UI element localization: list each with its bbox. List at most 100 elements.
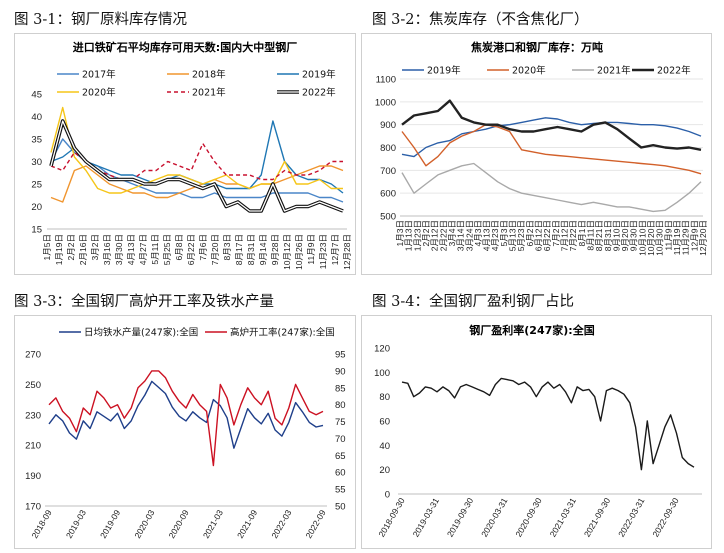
- x-tick-label-4: 2月12日: [430, 220, 440, 251]
- series-line-5-inner: [50, 120, 344, 212]
- legend-label-4: 2021年: [192, 87, 226, 99]
- x-tick-label-6: 3月30日: [114, 234, 124, 265]
- x-tick-label-25: 12月28日: [342, 234, 352, 270]
- legend-label-1: 高炉开工率(247家):全国: [230, 327, 335, 339]
- x-tick-label-1: 2019-03-31: [411, 496, 442, 539]
- x-tick-label-22: 8月11日: [586, 220, 596, 251]
- legend-label-1: 2018年: [192, 69, 226, 81]
- y-tick-label-3: 30: [31, 157, 42, 168]
- x-tick-label-8: 2022-09-30: [650, 496, 681, 539]
- x-tick-label-15: 8月3日: [222, 234, 232, 260]
- y-tick-label-1: 20: [379, 465, 390, 476]
- x-tick-label-6: 3月4日: [447, 220, 457, 246]
- y-tick-label-5: 100: [374, 368, 390, 379]
- legend-label-0: 2019年: [427, 65, 461, 77]
- y-tick-label-2: 700: [380, 166, 396, 177]
- y-tick-label-0: 500: [380, 212, 396, 223]
- x-tick-label-17: 6月22日: [542, 220, 552, 251]
- figure-title-3-4: 图 3-4：全国钢厂盈利钢厂占比: [372, 294, 574, 310]
- y2-tick-label-0: 50: [335, 502, 346, 513]
- y2-tick-label-2: 60: [335, 468, 346, 479]
- y-tick-label-3: 800: [380, 143, 396, 154]
- x-tick-label-19: 9月28日: [270, 234, 280, 265]
- series-line-0: [48, 380, 324, 449]
- x-tick-label-17: 8月31日: [246, 234, 256, 265]
- y2-tick-label-3: 65: [335, 451, 346, 462]
- x-tick-label-2: 2019-09-30: [445, 496, 476, 539]
- y-tick-label-1: 20: [31, 202, 42, 213]
- series-line-3: [50, 106, 343, 194]
- x-tick-label-14: 7月20日: [210, 234, 220, 265]
- x-tick-label-6: 2021-09-30: [582, 496, 613, 539]
- x-tick-label-5: 2021-03: [201, 508, 225, 540]
- x-tick-label-16: 6月12日: [534, 220, 544, 251]
- x-tick-label-8: 4月27日: [138, 234, 148, 265]
- legend-label-2: 2021年: [597, 65, 631, 77]
- y-tick-label-5: 270: [25, 350, 41, 361]
- x-tick-label-23: 8月21日: [594, 220, 604, 251]
- x-tick-label-20: 10月12日: [282, 234, 292, 270]
- y-tick-label-1: 190: [25, 471, 41, 482]
- y-tick-label-0: 0: [385, 490, 390, 501]
- figure-title-3-1: 图 3-1：钢厂原料库存情况: [14, 12, 187, 28]
- y-tick-label-1: 600: [380, 189, 396, 200]
- legend-label-3: 2020年: [82, 87, 116, 99]
- series-line-0: [50, 138, 344, 203]
- chart-panel-blast-furnace: 170 190 210 230 250 270 50 55 60 65 70 75 80 85 90 95 20…: [14, 315, 356, 549]
- chart-panel-profit-rate: 钢厂盈利率(247家):全国 0 20 40 60 80 100 120 2018-09-30 2…: [361, 315, 712, 549]
- x-tick-label-33: 11月29日: [681, 220, 691, 255]
- x-tick-label-24: 12月7日: [330, 234, 340, 265]
- x-tick-label-9: 4月3日: [473, 220, 483, 246]
- series-line-1: [48, 370, 324, 467]
- x-tick-label-1: 1月19日: [54, 234, 64, 265]
- y-tick-label-0: 170: [25, 502, 41, 513]
- x-tick-label-22: 11月9日: [306, 234, 316, 265]
- x-tick-label-1: 2019-03: [64, 508, 88, 540]
- x-tick-label-0: 2018-09: [29, 508, 53, 540]
- y2-tick-label-7: 85: [335, 383, 346, 394]
- x-tick-label-14: 5月23日: [516, 220, 526, 251]
- y2-tick-label-6: 80: [335, 400, 346, 411]
- legend-label-1: 2020年: [512, 65, 546, 77]
- x-tick-label-30: 10月30日: [655, 220, 665, 256]
- y-tick-label-6: 45: [31, 90, 42, 101]
- x-tick-label-28: 10月10日: [637, 220, 647, 256]
- series-line-1: [401, 123, 702, 175]
- y-tick-label-6: 120: [374, 344, 390, 355]
- figure-title-3-2: 图 3-2：焦炭库存（不含焦化厂）: [372, 12, 589, 28]
- chart-coke-inventory: 焦炭港口和钢厂库存：万吨500600700800900100011001月3日1…: [375, 40, 708, 256]
- x-tick-label-2: 1月23日: [412, 220, 422, 251]
- x-tick-label-0: 1月5日: [42, 234, 52, 260]
- x-tick-label-31: 11月9日: [663, 220, 673, 251]
- series-line-0: [401, 377, 695, 471]
- y-tick-label-4: 250: [25, 380, 41, 391]
- chart-panel-iron-ore-days: 进口铁矿石平均库存可用天数:国内大中型钢厂 15 20 25 30 35 40 45 1月5日 1…: [14, 33, 356, 275]
- figure-title-3-3: 图 3-3：全国钢厂高炉开工率及铁水产量: [14, 294, 274, 310]
- x-tick-label-7: 2022-03-31: [616, 496, 647, 539]
- legend-label-5: 2022年: [302, 87, 336, 99]
- x-tick-label-19: 7月12日: [560, 220, 570, 251]
- chart-panel-coke-inventory: 焦炭港口和钢厂库存：万吨 500 600 700 800 900 1000 1100 1月3日 1…: [361, 33, 712, 275]
- x-tick-label-2: 2019-09: [98, 508, 122, 540]
- x-tick-label-10: 4月13日: [482, 220, 492, 251]
- y-tick-label-3: 230: [25, 410, 41, 421]
- x-tick-label-7: 2022-03: [269, 508, 293, 540]
- x-tick-label-20: 7月22日: [568, 220, 578, 251]
- x-tick-label-5: 3月16日: [102, 234, 112, 265]
- x-tick-label-13: 5月13日: [508, 220, 518, 251]
- x-tick-label-18: 9月14日: [258, 234, 268, 265]
- y2-tick-label-4: 70: [335, 434, 346, 445]
- legend-label-2: 2019年: [302, 69, 336, 81]
- x-tick-label-4: 3月2日: [90, 234, 100, 260]
- y-tick-label-2: 25: [31, 180, 42, 191]
- y-tick-label-5: 1000: [375, 97, 396, 108]
- y2-tick-label-1: 55: [335, 485, 346, 496]
- legend-label-0: 日均铁水产量(247家):全国: [84, 327, 198, 339]
- x-tick-label-3: 2月16日: [78, 234, 88, 265]
- legend-label-0: 2017年: [82, 69, 116, 81]
- x-tick-label-35: 12月20日: [698, 220, 708, 256]
- x-tick-label-11: 6月8日: [174, 234, 184, 260]
- y-tick-label-6: 1100: [376, 75, 396, 86]
